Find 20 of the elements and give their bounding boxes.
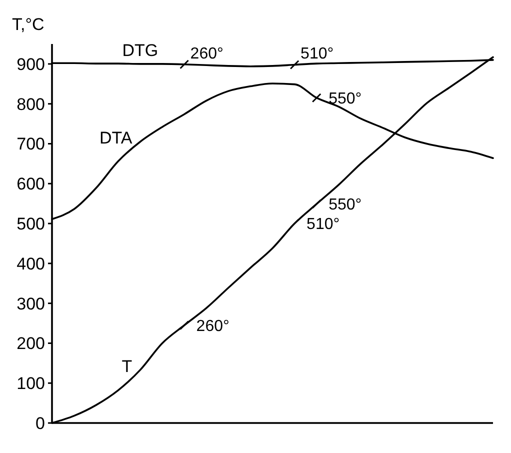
y-tick-label: 800 bbox=[16, 94, 45, 114]
y-tick-label: 0 bbox=[36, 414, 45, 433]
annotation: 550° bbox=[328, 90, 362, 108]
y-tick-label: 500 bbox=[16, 214, 45, 234]
series-label: DTG bbox=[122, 40, 158, 60]
y-axis-title: T,°C bbox=[12, 15, 44, 34]
y-tick-label: 200 bbox=[16, 334, 45, 354]
annotation: 510° bbox=[300, 46, 334, 63]
annotation: 550° bbox=[328, 196, 362, 214]
annotation: 260° bbox=[196, 318, 230, 335]
y-tick-label: 300 bbox=[16, 294, 45, 314]
y-tick-label: 700 bbox=[16, 134, 45, 154]
y-tick-label: 400 bbox=[16, 254, 45, 274]
annotation: 260° bbox=[190, 45, 224, 62]
y-tick-label: 100 bbox=[16, 374, 45, 394]
y-tick-label: 600 bbox=[16, 174, 45, 194]
y-tick-label: 900 bbox=[16, 54, 45, 74]
annotation: 510° bbox=[306, 216, 340, 234]
series-label: T bbox=[122, 356, 132, 376]
series-label: DTA bbox=[99, 128, 133, 148]
